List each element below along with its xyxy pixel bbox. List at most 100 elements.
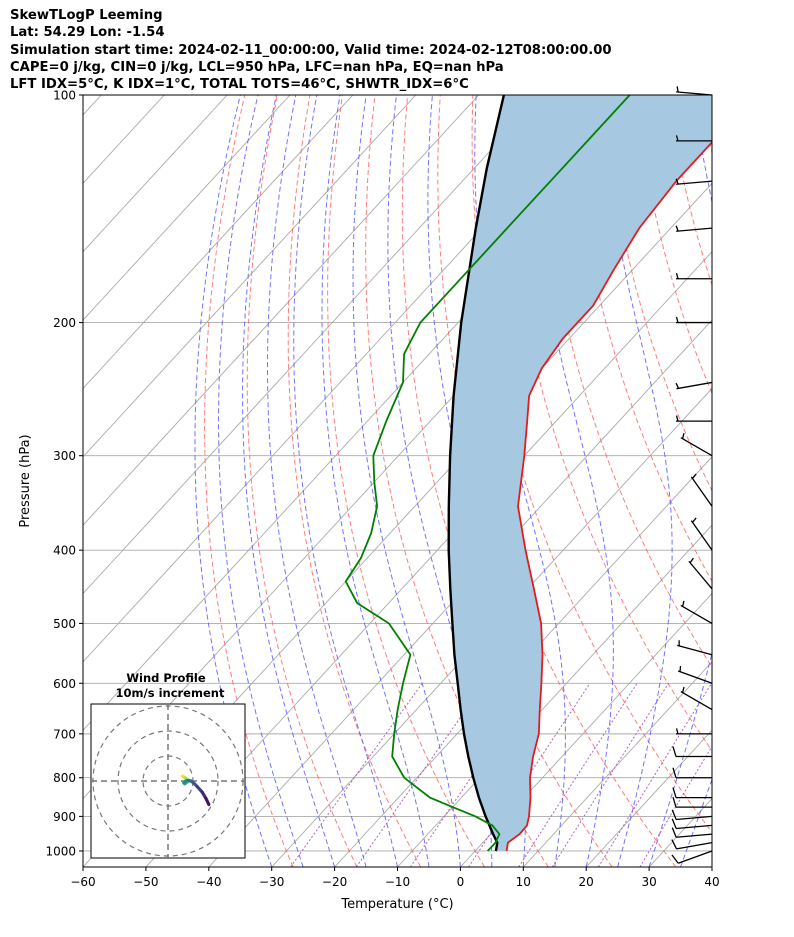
mixing-ratio-lines xyxy=(290,683,712,867)
barb-half-feather xyxy=(675,316,679,323)
moist-adiabat-line xyxy=(711,865,712,867)
y-tick-label: 100 xyxy=(53,89,76,103)
dewpoint-line xyxy=(344,95,631,852)
wind-barb xyxy=(688,557,713,590)
wind-barb xyxy=(671,818,713,830)
moist-adiabat-line xyxy=(218,95,304,867)
moist-adiabat-line xyxy=(352,95,461,867)
title: SkewTLogP Leeming xyxy=(10,8,163,23)
hodograph-trace xyxy=(180,774,211,807)
wind-barb xyxy=(675,381,713,390)
wind-barb xyxy=(690,473,713,507)
isotherm-line xyxy=(648,797,712,867)
barb-feather xyxy=(671,809,677,820)
wind-barb xyxy=(680,600,713,624)
barb-shaft xyxy=(677,644,713,656)
barb-half-feather xyxy=(675,273,679,279)
barb-feather xyxy=(671,854,679,864)
stability-indices-2: LFT IDX=5°C, K IDX=1°C, TOTAL TOTS=46°C,… xyxy=(10,77,469,93)
moist-adiabat-line xyxy=(194,95,273,867)
x-tick-label: 10 xyxy=(516,875,531,889)
barb-half-feather xyxy=(691,517,697,523)
dry-adiabat-line xyxy=(635,95,712,395)
barb-half-feather xyxy=(675,382,680,389)
wind-barb xyxy=(671,809,713,821)
wind-barb xyxy=(677,640,713,656)
wind-barb xyxy=(675,728,712,735)
hodograph-rings xyxy=(91,704,245,858)
isotherm-line xyxy=(522,661,712,867)
barb-shaft xyxy=(676,833,713,838)
barb-shaft xyxy=(677,850,713,864)
barb-shaft xyxy=(676,381,713,390)
dry-adiabat-line xyxy=(766,95,794,867)
wind-barb xyxy=(671,850,713,864)
parcel-profile-line xyxy=(447,95,506,852)
barb-feather xyxy=(672,787,677,798)
barb-half-feather xyxy=(675,225,679,232)
y-tick-label: 1000 xyxy=(45,844,76,858)
moist-adiabat-line xyxy=(680,777,712,867)
x-tick-label: −10 xyxy=(385,875,410,889)
mixing-ratio-line xyxy=(290,683,423,867)
barb-shaft xyxy=(676,180,713,185)
moist-adiabat-line xyxy=(242,95,336,867)
dry-adiabat-line xyxy=(504,95,712,752)
wind-profile-hodograph: Wind Profile 10m/s increment xyxy=(90,671,246,859)
barb-shaft xyxy=(680,437,713,457)
moist-adiabat-line xyxy=(321,95,430,867)
x-tick-label: 0 xyxy=(457,875,465,889)
isotherm-line xyxy=(83,95,102,116)
barb-half-feather xyxy=(675,135,679,142)
mixing-ratio-line xyxy=(355,683,485,867)
mixing-ratio-line xyxy=(518,683,638,867)
wind-barb xyxy=(675,316,712,324)
barb-half-feather xyxy=(675,415,679,422)
y-tick-label: 300 xyxy=(53,449,76,463)
y-tick-label: 400 xyxy=(53,544,76,558)
barb-half-feather xyxy=(681,433,685,439)
moist-adiabat-line xyxy=(744,95,794,867)
wind-barb xyxy=(676,86,713,96)
x-tick-label: −60 xyxy=(70,875,95,889)
wind-barb xyxy=(675,225,713,232)
mixing-ratio-line xyxy=(468,683,591,867)
isotherm-line xyxy=(83,95,417,458)
mixing-ratio-line xyxy=(639,745,712,867)
y-tick-label: 500 xyxy=(53,617,76,631)
barb-shaft xyxy=(677,670,713,684)
y-axis-label: Pressure (hPa) xyxy=(18,434,33,527)
x-axis: −60 −50 −40 −30 −20 −10 0 10 20 30 40 xyxy=(70,867,720,889)
isotherm-line xyxy=(711,866,712,867)
stability-indices-1: CAPE=0 j/kg, CIN=0 j/kg, LCL=950 hPa, LF… xyxy=(10,59,504,75)
isotherm-line xyxy=(585,729,712,867)
temperature-line xyxy=(505,140,712,852)
x-tick-label: 40 xyxy=(704,875,719,889)
barb-half-feather xyxy=(681,600,685,607)
barb-shaft xyxy=(676,91,713,96)
wind-barbs xyxy=(671,86,713,864)
x-tick-label: −20 xyxy=(322,875,347,889)
moist-adiabat-line xyxy=(648,95,712,867)
dry-adiabat-line xyxy=(246,95,358,867)
wind-barb xyxy=(671,827,713,838)
dry-adiabat-line xyxy=(570,95,712,583)
wind-barb xyxy=(680,686,713,711)
wind-barb xyxy=(690,517,713,551)
isotherm-line xyxy=(271,387,712,867)
barb-shaft xyxy=(690,520,713,551)
mixing-ratio-line xyxy=(409,683,536,867)
x-tick-label: −30 xyxy=(259,875,284,889)
wind-barb xyxy=(672,767,712,779)
hodograph-ring xyxy=(117,730,219,832)
barb-shaft xyxy=(676,815,713,821)
y-tick-label: 200 xyxy=(53,316,76,330)
isotherm-line xyxy=(83,95,354,390)
mixing-ratio-line xyxy=(597,683,712,867)
wind-barb xyxy=(675,178,713,185)
moist-adiabat-line xyxy=(530,95,614,867)
location: Lat: 54.29 Lon: -1.54 xyxy=(10,25,165,41)
barb-half-feather xyxy=(676,86,679,93)
x-tick-label: −50 xyxy=(133,875,158,889)
barb-half-feather xyxy=(689,557,694,564)
